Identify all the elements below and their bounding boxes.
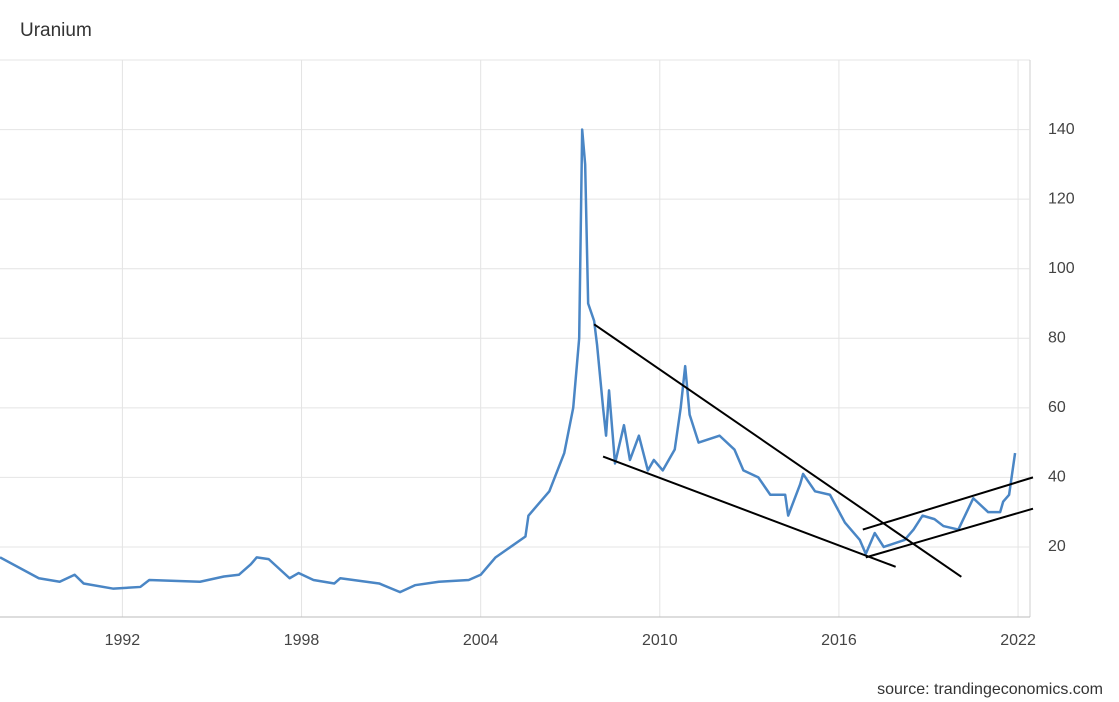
x-tick-label: 2004 [463,632,499,649]
y-tick-label: 80 [1048,329,1066,346]
trend-line [593,323,962,578]
x-tick-label: 2022 [1000,632,1036,649]
trend-line [602,455,897,568]
x-tick-label: 2010 [642,632,678,649]
trend-line [862,476,1034,531]
y-tick-label: 100 [1048,260,1075,277]
y-tick-label: 40 [1048,469,1066,486]
y-tick-label: 140 [1048,121,1075,138]
price-line [0,128,1017,594]
x-tick-label: 1998 [284,632,320,649]
y-tick-label: 120 [1048,190,1075,207]
x-tick-label: 1992 [105,632,141,649]
y-tick-label: 60 [1048,399,1066,416]
source-note: source: trandingeconomics.com [877,681,1103,698]
trend-line [865,507,1034,559]
y-tick-label: 20 [1048,538,1066,555]
x-tick-label: 2016 [821,632,857,649]
chart-title: Uranium [20,20,92,41]
